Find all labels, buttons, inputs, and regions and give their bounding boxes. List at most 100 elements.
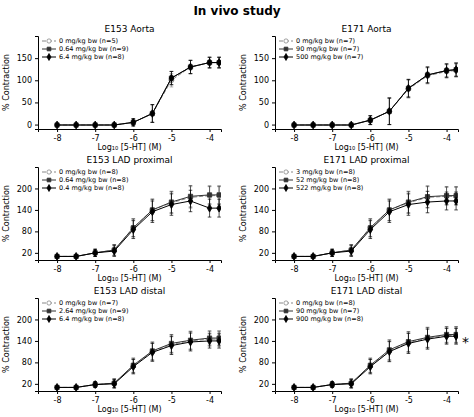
error-bar [369,359,373,373]
y-tick-mark [272,341,275,342]
error-bar [93,249,97,256]
error-bar [112,246,116,257]
y-axis-line [35,37,39,130]
series [292,327,458,390]
x-tick-mark [447,260,448,263]
legend-marker [47,178,51,182]
x-tick-label: -6 [130,265,138,274]
legend: 0 mg/kg bw (n=5)0.64 mg/kg bw (n=9)6.4 m… [42,37,128,61]
y-tick-label: 200 [254,185,269,194]
x-tick-label: -6 [367,396,375,405]
error-bar [208,57,212,68]
y-tick: 50 [259,98,275,107]
x-tick-label: -7 [92,265,100,274]
figure: In vivo study-8-7-6-5-4050100150E153 Aor… [0,0,474,417]
series-marker [150,208,155,216]
error-bar [445,64,449,77]
y-tick-label: 80 [22,227,32,236]
legend-marker [47,170,51,174]
series-marker [406,201,411,209]
y-tick-mark [35,188,38,189]
x-tick-label: -6 [367,265,375,274]
legend: 0 mg/kg bw (n=7)2.64 mg/kg bw (n=9)6.4 m… [42,299,128,323]
y-tick: 100 [254,76,275,85]
legend-marker [47,47,51,51]
x-tick-mark [133,391,134,394]
y-axis-title: % Contraction [2,316,11,373]
series-marker [454,332,458,340]
legend-item: 90 mg/kg bw (n=7) [279,307,359,315]
series-marker [74,121,79,129]
series [292,63,458,127]
panel: -8-7-6-5-4050100150E153 AortaLog₁₀ [5-HT… [2,24,222,152]
x-axis-title: Log₁₀ [5-HT] (M) [334,274,398,283]
error-bar [189,60,193,73]
x-axis-line [276,392,459,395]
x-tick-label: -7 [329,396,337,405]
y-tick-mark [35,384,38,385]
x-tick: -8 [54,260,62,274]
series-line [57,338,219,387]
y-tick-label: 20 [22,380,32,389]
y-tick-label: 50 [22,98,32,107]
series-marker [292,121,297,129]
error-bar [388,341,392,361]
error-bar [454,328,458,344]
error-bar [407,80,411,98]
legend-item: 900 mg/kg bw (n=8) [279,315,363,323]
y-tick-mark [35,210,38,211]
y-tick-label: 20 [259,249,269,258]
y-axis-line [272,168,276,261]
x-tick: -5 [168,260,176,274]
error-bar [151,105,155,123]
x-axis-title: Log₁₀ [5-HT] (M) [97,405,161,414]
series-marker [55,383,60,391]
y-tick-label: 80 [259,358,269,367]
x-tick: -6 [367,129,375,143]
error-bar [112,379,116,388]
y-tick-label: 80 [259,227,269,236]
x-tick-mark [294,260,295,263]
error-bar [445,328,449,344]
error-bar [445,187,449,205]
error-bar [426,187,430,208]
series-line [294,336,456,387]
series-marker [330,381,335,389]
y-tick-mark [272,319,275,320]
x-tick-mark [408,391,409,394]
y-tick-label: 200 [17,316,32,325]
x-tick-label: -5 [405,134,413,143]
error-bar [208,57,212,68]
figure-title: In vivo study [193,4,280,18]
series-marker [207,193,212,198]
legend-item: 6.4 mg/kg bw (n=8) [42,53,124,61]
x-axis-line [39,130,222,133]
legend-item: 0 mg/kg bw (n=7) [279,37,355,45]
x-tick: -8 [291,129,299,143]
series-line [294,196,456,256]
plot-area [292,186,458,260]
y-tick-label: 100 [17,76,32,85]
panel: -8-7-6-5-42080140200E171 LAD distalLog₁₀… [239,286,469,414]
x-tick: -7 [92,260,100,274]
annotation: * [462,334,469,350]
series-marker [207,59,212,67]
y-tick-mark [272,80,275,81]
series-marker [112,247,117,255]
legend-item: 0.4 mg/kg bw (n=8) [42,184,124,192]
series-line [294,196,456,257]
error-bar [407,194,411,215]
legend-label: 0 mg/kg bw (n=7) [59,299,118,307]
x-tick: -7 [329,129,337,143]
y-axis: 050100150 [17,37,39,130]
y-tick-label: 140 [254,206,269,215]
legend-label: 0 mg/kg bw (n=8) [296,299,355,307]
series-marker [93,381,98,389]
legend-marker [47,185,51,192]
x-tick-label: -8 [291,134,299,143]
plot-area [55,186,221,260]
plot-area [55,331,221,391]
legend-label: 3 mg/kg bw (n=8) [296,168,355,176]
y-tick-mark [272,188,275,189]
y-tick-label: 140 [17,337,32,346]
